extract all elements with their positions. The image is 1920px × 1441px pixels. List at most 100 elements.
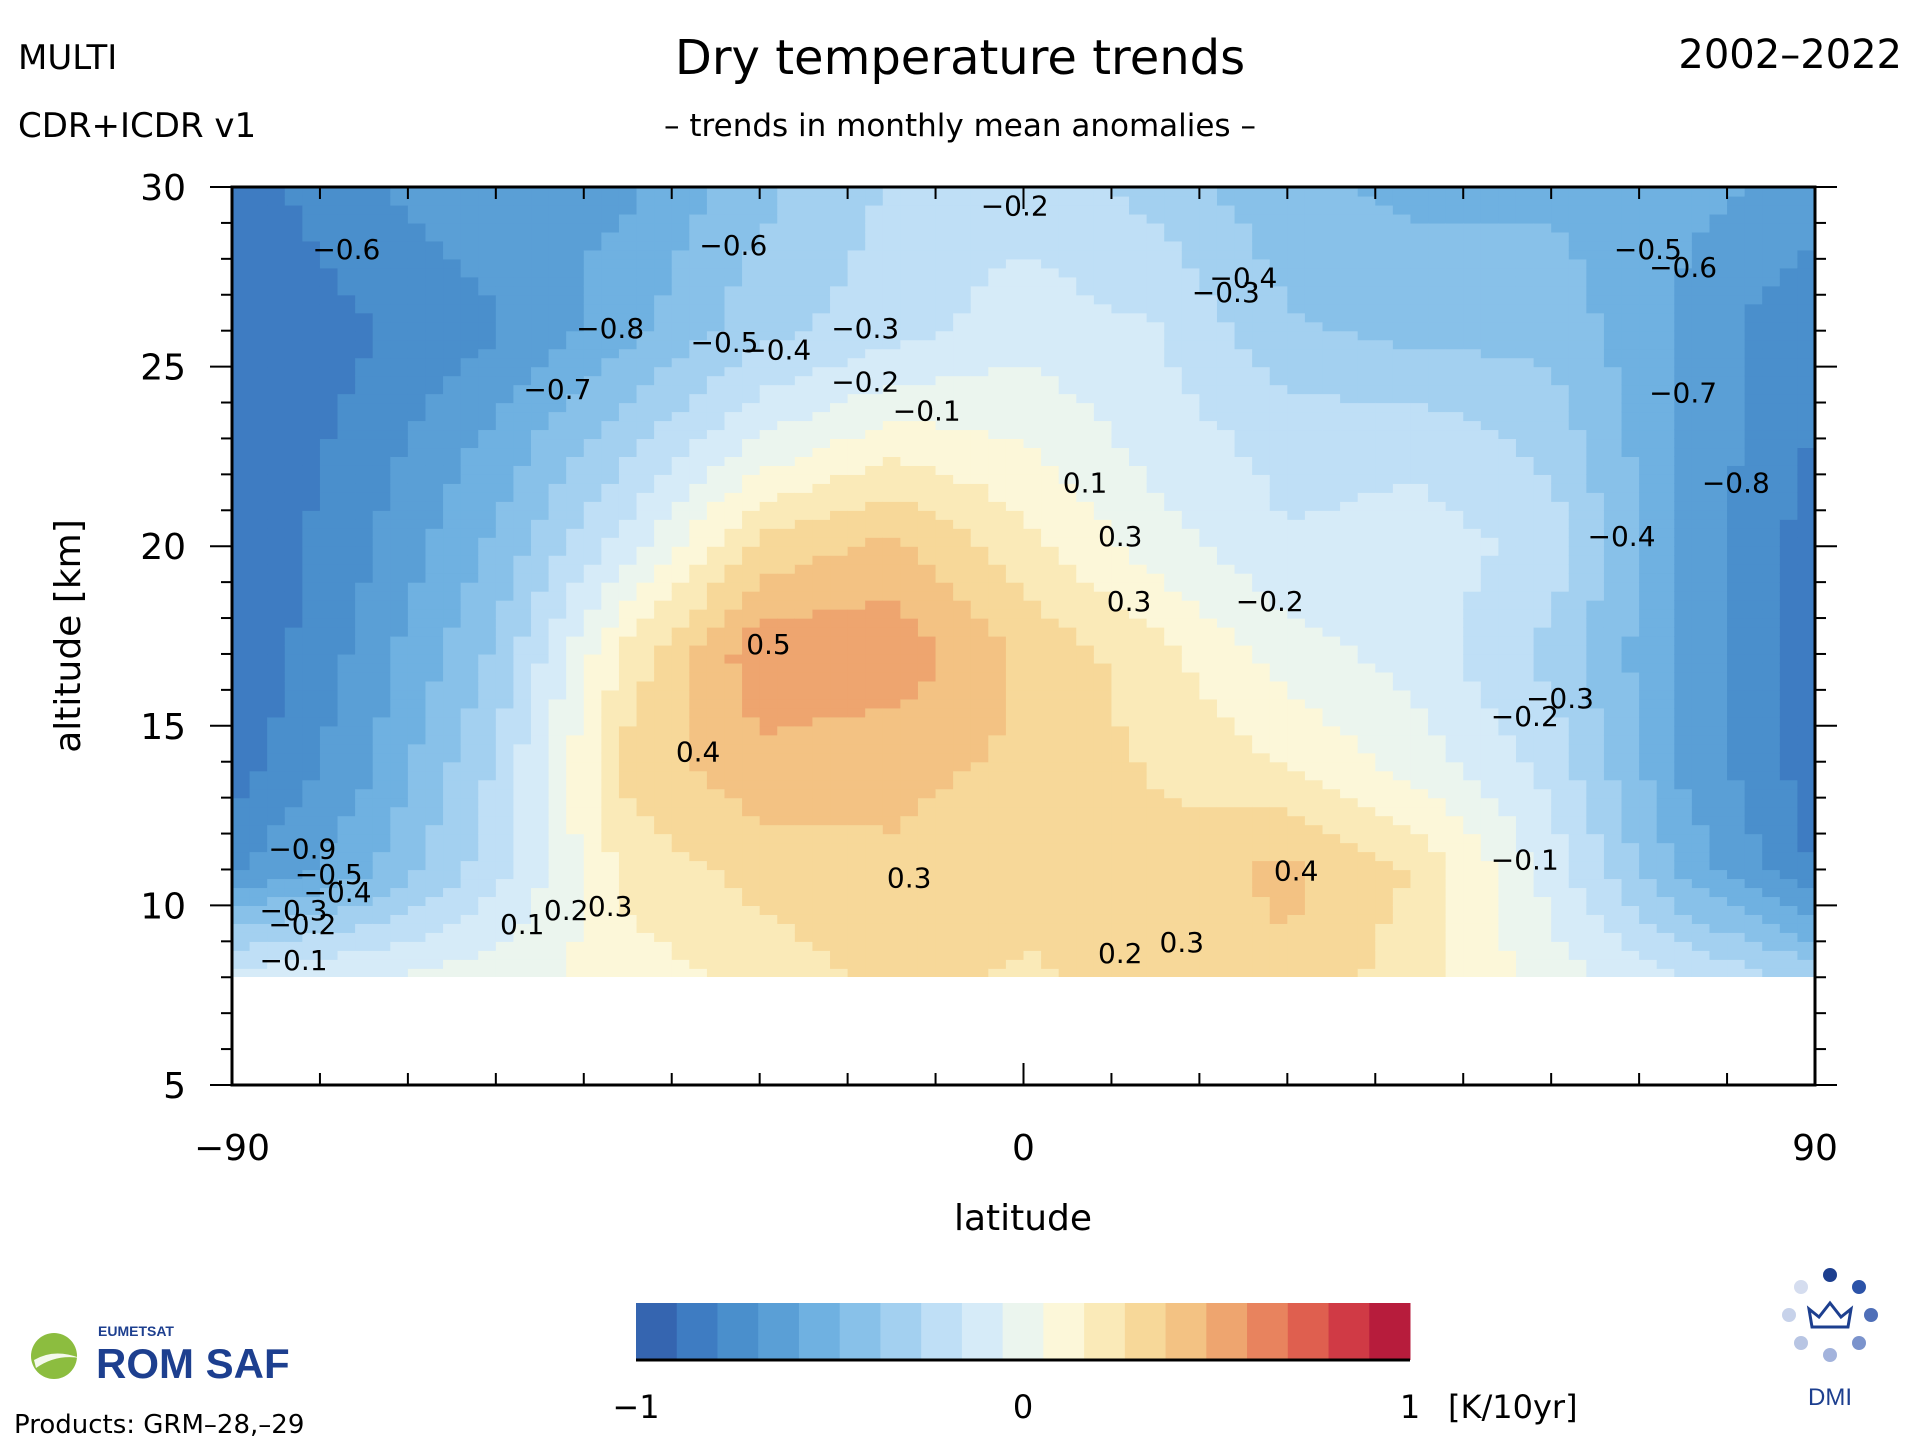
heatmap-cell	[319, 887, 339, 898]
heatmap-cell	[988, 402, 1007, 413]
heatmap-cell	[249, 896, 268, 906]
heatmap-cell	[566, 465, 585, 475]
heatmap-cell	[706, 716, 726, 727]
heatmap-cell	[1041, 618, 1060, 628]
heatmap-cell	[390, 231, 409, 242]
heatmap-cell	[390, 716, 409, 727]
heatmap-cell	[355, 546, 374, 556]
heatmap-cell	[1058, 905, 1077, 915]
heatmap-cell	[830, 366, 849, 377]
heatmap-cell	[302, 357, 321, 368]
heatmap-cell	[1093, 968, 1113, 977]
heatmap-cell	[284, 932, 303, 942]
heatmap-cell	[1093, 761, 1113, 772]
heatmap-cell	[1076, 743, 1095, 754]
heatmap-cell	[548, 204, 567, 215]
heatmap-cell	[742, 573, 761, 583]
heatmap-cell	[988, 698, 1007, 709]
heatmap-cell	[1146, 950, 1165, 960]
heatmap-cell	[1058, 869, 1077, 880]
heatmap-cell	[882, 815, 901, 826]
heatmap-cell	[267, 267, 286, 278]
heatmap-cell	[548, 420, 567, 431]
heatmap-cell	[1093, 573, 1113, 583]
heatmap-cell	[953, 734, 972, 745]
heatmap-cell	[882, 510, 901, 520]
heatmap-cell	[267, 950, 286, 960]
heatmap-cell	[742, 429, 761, 440]
heatmap-cell	[917, 582, 937, 592]
heatmap-cell	[548, 366, 567, 377]
heatmap-cell	[372, 851, 391, 862]
heatmap-cell	[794, 187, 814, 197]
heatmap-cell	[724, 743, 743, 754]
heatmap-cell	[724, 779, 743, 790]
heatmap-cell	[724, 501, 743, 511]
heatmap-cell	[284, 941, 303, 951]
heatmap-cell	[1041, 779, 1060, 790]
heatmap-cell	[302, 267, 321, 278]
heatmap-cell	[1129, 429, 1148, 440]
heatmap-cell	[882, 671, 901, 682]
heatmap-cell	[794, 276, 814, 287]
heatmap-cell	[970, 474, 989, 484]
heatmap-cell	[232, 680, 251, 691]
heatmap-cell	[618, 429, 638, 440]
heatmap-cell	[1164, 788, 1183, 799]
heatmap-cell	[249, 483, 268, 493]
heatmap-cell	[425, 653, 444, 664]
heatmap-cell	[970, 671, 989, 682]
heatmap-cell	[671, 195, 690, 206]
heatmap-cell	[865, 689, 884, 700]
heatmap-cell	[654, 447, 673, 457]
heatmap-cell	[407, 824, 427, 835]
heatmap-cell	[812, 752, 831, 763]
heatmap-cell	[689, 222, 708, 233]
heatmap-cell	[355, 707, 374, 718]
heatmap-cell	[830, 492, 849, 502]
heatmap-cell	[232, 187, 251, 197]
heatmap-cell	[531, 303, 550, 314]
heatmap-cell	[548, 231, 567, 242]
heatmap-cell	[812, 330, 831, 341]
heatmap-cell	[1146, 492, 1165, 502]
heatmap-cell	[988, 627, 1007, 637]
heatmap-cell	[1181, 887, 1200, 898]
heatmap-cell	[601, 707, 620, 718]
heatmap-cell	[232, 447, 251, 457]
heatmap-cell	[847, 231, 866, 242]
heatmap-cell	[337, 887, 356, 898]
heatmap-cell	[267, 546, 286, 556]
heatmap-cell	[566, 519, 585, 529]
heatmap-cell	[249, 905, 268, 915]
heatmap-cell	[495, 941, 515, 951]
heatmap-cell	[1058, 959, 1077, 969]
heatmap-cell	[1005, 698, 1025, 709]
heatmap-cell	[267, 671, 286, 682]
heatmap-cell	[971, 169, 989, 179]
heatmap-cell	[777, 411, 796, 422]
heatmap-cell	[988, 644, 1007, 655]
heatmap-cell	[1146, 429, 1165, 440]
heatmap-cell	[847, 519, 866, 529]
heatmap-cell	[988, 797, 1007, 808]
heatmap-cell	[1199, 564, 1218, 574]
heatmap-cell	[1181, 384, 1200, 395]
heatmap-cell	[531, 249, 550, 260]
heatmap-cell	[812, 510, 831, 520]
heatmap-cell	[689, 321, 708, 332]
heatmap-cell	[830, 851, 849, 862]
heatmap-cell	[1023, 932, 1042, 942]
heatmap-cell	[847, 564, 866, 574]
heatmap-cell	[618, 366, 638, 377]
heatmap-cell	[830, 348, 849, 359]
heatmap-cell	[267, 573, 286, 583]
heatmap-cell	[1023, 447, 1042, 457]
heatmap-cell	[390, 878, 409, 889]
heatmap-cell	[443, 330, 462, 341]
heatmap-cell	[232, 959, 251, 969]
heatmap-cell	[618, 276, 638, 287]
heatmap-cell	[425, 438, 444, 449]
heatmap-cell	[671, 698, 690, 709]
heatmap-cell	[935, 833, 954, 844]
